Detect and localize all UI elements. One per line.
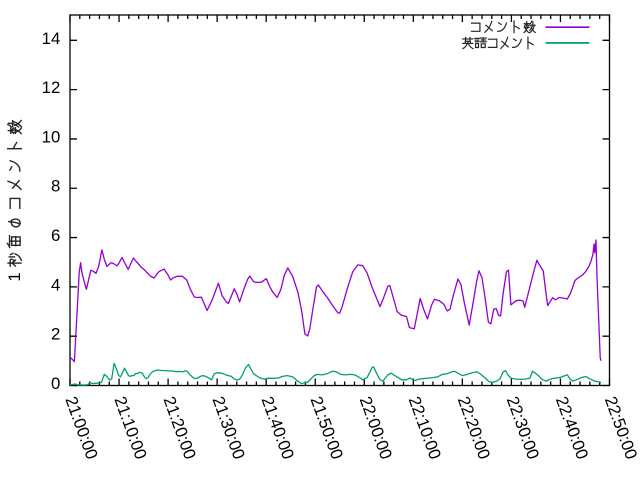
svg-text:10: 10 (42, 127, 61, 146)
svg-text:4: 4 (51, 275, 60, 294)
svg-text:2: 2 (51, 325, 60, 344)
svg-text:14: 14 (42, 29, 61, 48)
svg-text:8: 8 (51, 177, 60, 196)
svg-text:0: 0 (51, 374, 60, 393)
svg-text:12: 12 (42, 78, 61, 97)
svg-text:6: 6 (51, 226, 60, 245)
svg-text:1: 1 (5, 272, 24, 281)
